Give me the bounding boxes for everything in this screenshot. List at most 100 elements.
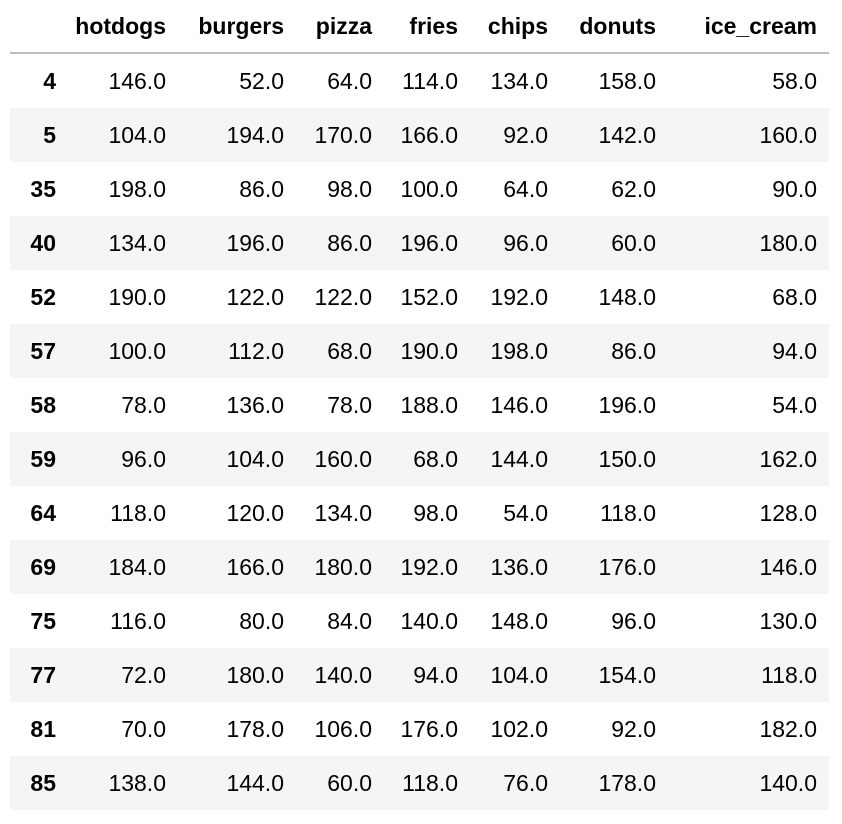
- table-cell: 54.0: [503, 499, 548, 526]
- table-cell: 178.0: [226, 715, 284, 742]
- table-cell: 134.0: [314, 499, 372, 526]
- table-cell: 130.0: [759, 607, 817, 634]
- column-header-donuts: donuts: [560, 0, 668, 54]
- table-cell: 170.0: [314, 121, 372, 148]
- table-cell: 86.0: [327, 229, 372, 256]
- table-cell: 188.0: [400, 391, 458, 418]
- table-cell: 146.0: [759, 553, 817, 580]
- table-row: 64 118.0 120.0 134.0 98.0 54.0 118.0 128.0: [10, 486, 829, 540]
- table-cell: 142.0: [598, 121, 656, 148]
- table-cell: 198.0: [108, 175, 166, 202]
- table-cell: 64.0: [327, 67, 372, 94]
- table-cell: 90.0: [772, 175, 817, 202]
- row-index: 57: [30, 337, 56, 364]
- row-index: 5: [43, 121, 56, 148]
- table-cell: 144.0: [490, 445, 548, 472]
- table-cell: 118.0: [600, 499, 656, 526]
- table-cell: 150.0: [598, 445, 656, 472]
- table-cell: 102.0: [490, 715, 548, 742]
- table-cell: 180.0: [226, 661, 284, 688]
- table-cell: 120.0: [226, 499, 284, 526]
- table-cell: 78.0: [121, 391, 166, 418]
- row-index: 4: [43, 67, 56, 94]
- table-cell: 114.0: [402, 67, 458, 94]
- row-index: 59: [30, 445, 56, 472]
- table-cell: 96.0: [503, 229, 548, 256]
- table-cell: 60.0: [327, 769, 372, 796]
- table-cell: 100.0: [400, 175, 458, 202]
- table-cell: 86.0: [239, 175, 284, 202]
- row-index: 52: [30, 283, 56, 310]
- table-cell: 190.0: [108, 283, 166, 310]
- table-cell: 136.0: [226, 391, 284, 418]
- table-cell: 112.0: [228, 337, 284, 364]
- row-index: 35: [30, 175, 56, 202]
- table-cell: 70.0: [121, 715, 166, 742]
- table-cell: 92.0: [611, 715, 656, 742]
- table-cell: 176.0: [400, 715, 458, 742]
- table-cell: 154.0: [598, 661, 656, 688]
- column-header-ice-cream: ice_cream: [668, 0, 829, 54]
- table-cell: 94.0: [413, 661, 458, 688]
- table-cell: 138.0: [108, 769, 166, 796]
- table-row: 85 138.0 144.0 60.0 118.0 76.0 178.0 140.0: [10, 756, 829, 810]
- table-cell: 94.0: [772, 337, 817, 364]
- table-cell: 104.0: [108, 121, 166, 148]
- table-cell: 194.0: [226, 121, 284, 148]
- table-cell: 190.0: [400, 337, 458, 364]
- table-cell: 136.0: [490, 553, 548, 580]
- table-row: 59 96.0 104.0 160.0 68.0 144.0 150.0 162.0: [10, 432, 829, 486]
- column-header-burgers: burgers: [178, 0, 296, 54]
- table-cell: 96.0: [611, 607, 656, 634]
- table-cell: 84.0: [327, 607, 372, 634]
- table-cell: 166.0: [226, 553, 284, 580]
- table-cell: 192.0: [490, 283, 548, 310]
- table-cell: 162.0: [759, 445, 817, 472]
- table-cell: 116.0: [110, 607, 166, 634]
- table-row: 5 104.0 194.0 170.0 166.0 92.0 142.0 160.0: [10, 108, 829, 162]
- table-row: 57 100.0 112.0 68.0 190.0 198.0 86.0 94.0: [10, 324, 829, 378]
- table-cell: 98.0: [413, 499, 458, 526]
- table-cell: 146.0: [108, 67, 166, 94]
- table-cell: 134.0: [490, 67, 548, 94]
- table-cell: 60.0: [611, 229, 656, 256]
- table-cell: 148.0: [598, 283, 656, 310]
- table-cell: 62.0: [611, 175, 656, 202]
- table-cell: 140.0: [400, 607, 458, 634]
- table-cell: 72.0: [121, 661, 166, 688]
- table-cell: 68.0: [772, 283, 817, 310]
- table-cell: 118.0: [761, 661, 817, 688]
- table-cell: 58.0: [772, 67, 817, 94]
- table-cell: 98.0: [327, 175, 372, 202]
- table-cell: 182.0: [759, 715, 817, 742]
- table-row: 75 116.0 80.0 84.0 140.0 148.0 96.0 130.0: [10, 594, 829, 648]
- table-cell: 104.0: [490, 661, 548, 688]
- table-row: 52 190.0 122.0 122.0 152.0 192.0 148.0 68.0: [10, 270, 829, 324]
- row-index: 77: [30, 661, 56, 688]
- table-cell: 80.0: [239, 607, 284, 634]
- table-cell: 178.0: [598, 769, 656, 796]
- table-cell: 196.0: [598, 391, 656, 418]
- table-cell: 192.0: [400, 553, 458, 580]
- table-cell: 196.0: [400, 229, 458, 256]
- table-cell: 52.0: [239, 67, 284, 94]
- table-row: 69 184.0 166.0 180.0 192.0 136.0 176.0 146.0: [10, 540, 829, 594]
- table-cell: 184.0: [108, 553, 166, 580]
- dataframe-table: hotdogs burgers pizza fries chips donuts…: [10, 0, 829, 810]
- table-cell: 140.0: [759, 769, 817, 796]
- table-cell: 180.0: [314, 553, 372, 580]
- table-cell: 118.0: [110, 499, 166, 526]
- column-header-chips: chips: [470, 0, 560, 54]
- table-cell: 196.0: [226, 229, 284, 256]
- table-cell: 148.0: [490, 607, 548, 634]
- table-cell: 134.0: [108, 229, 166, 256]
- table-cell: 92.0: [503, 121, 548, 148]
- table-cell: 78.0: [327, 391, 372, 418]
- table-row: 40 134.0 196.0 86.0 196.0 96.0 60.0 180.0: [10, 216, 829, 270]
- table-cell: 68.0: [413, 445, 458, 472]
- table-cell: 160.0: [314, 445, 372, 472]
- row-index: 75: [30, 607, 56, 634]
- row-index: 40: [30, 229, 56, 256]
- table-cell: 180.0: [759, 229, 817, 256]
